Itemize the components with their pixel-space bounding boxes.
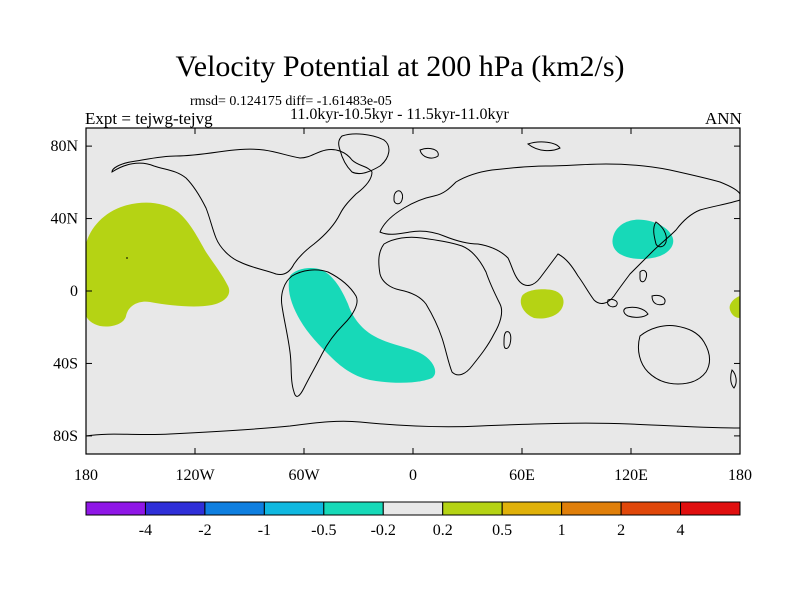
colorbar-swatch — [442, 501, 503, 516]
colorbar-label: -4 — [139, 522, 152, 539]
colorbar-swatch — [204, 501, 265, 516]
colorbar-swatch — [561, 501, 622, 516]
sa-atlantic-negative-region — [288, 268, 436, 383]
lon-tick-label: 180 — [74, 467, 98, 484]
colorbar-swatch — [323, 501, 384, 516]
colorbar-label: 0.5 — [492, 522, 512, 539]
colorbar-swatch — [144, 501, 206, 516]
longitude-axis: 180 120W 60W 0 60E 120E 180 — [74, 128, 752, 484]
coastlines — [85, 133, 741, 455]
colorbar-label: 4 — [677, 522, 685, 539]
lon-tick-label: 60W — [288, 467, 320, 484]
colorbar-swatch — [501, 501, 563, 516]
lon-tick-label: 60E — [509, 467, 535, 484]
indian-ocean-positive-region — [520, 289, 564, 319]
colorbar-swatch — [263, 501, 325, 516]
colorbar-label: 1 — [558, 522, 566, 539]
colorbar-label: -0.5 — [311, 522, 336, 539]
rmsd-text: rmsd= 0.124175 diff= -1.61483e-05 — [190, 94, 392, 109]
colorbar-label: 0.2 — [433, 522, 453, 539]
colorbar-label: -2 — [198, 522, 211, 539]
lat-tick-label: 40S — [53, 355, 78, 372]
lat-tick-label: 0 — [70, 283, 78, 300]
lon-tick-label: 120E — [614, 467, 648, 484]
plot-title: Velocity Potential at 200 hPa (km2/s) — [175, 50, 625, 83]
colorbar-swatch — [620, 501, 682, 516]
subtitle-text: 11.0kyr-10.5kyr - 11.5kyr-11.0kyr — [290, 106, 509, 123]
colorbar-swatch — [382, 501, 444, 516]
colorbar-label: -1 — [258, 522, 271, 539]
lon-tick-label: 0 — [409, 467, 417, 484]
north-pacific-positive-region — [86, 202, 230, 327]
lon-tick-label: 180 — [728, 467, 752, 484]
colorbar-label: -0.2 — [371, 522, 396, 539]
colorbar-swatch — [680, 501, 741, 516]
map-content — [85, 133, 741, 455]
lon-tick-label: 120W — [175, 467, 215, 484]
latitude-axis: 80N 40N 0 40S 80S — [50, 138, 740, 445]
colorbar: -4 -2 -1 -0.5 -0.2 0.2 0.5 1 2 4 — [85, 501, 741, 539]
date-line-positive-region — [729, 296, 740, 318]
experiment-label: Expt = tejwg-tejvg — [85, 109, 213, 128]
lat-tick-label: 80S — [53, 428, 78, 445]
colorbar-swatch — [85, 501, 146, 516]
season-label: ANN — [705, 109, 742, 128]
lat-tick-label: 80N — [50, 138, 78, 155]
lat-tick-label: 40N — [50, 211, 78, 228]
east-asia-negative-region — [612, 219, 674, 259]
colorbar-label: 2 — [617, 522, 625, 539]
